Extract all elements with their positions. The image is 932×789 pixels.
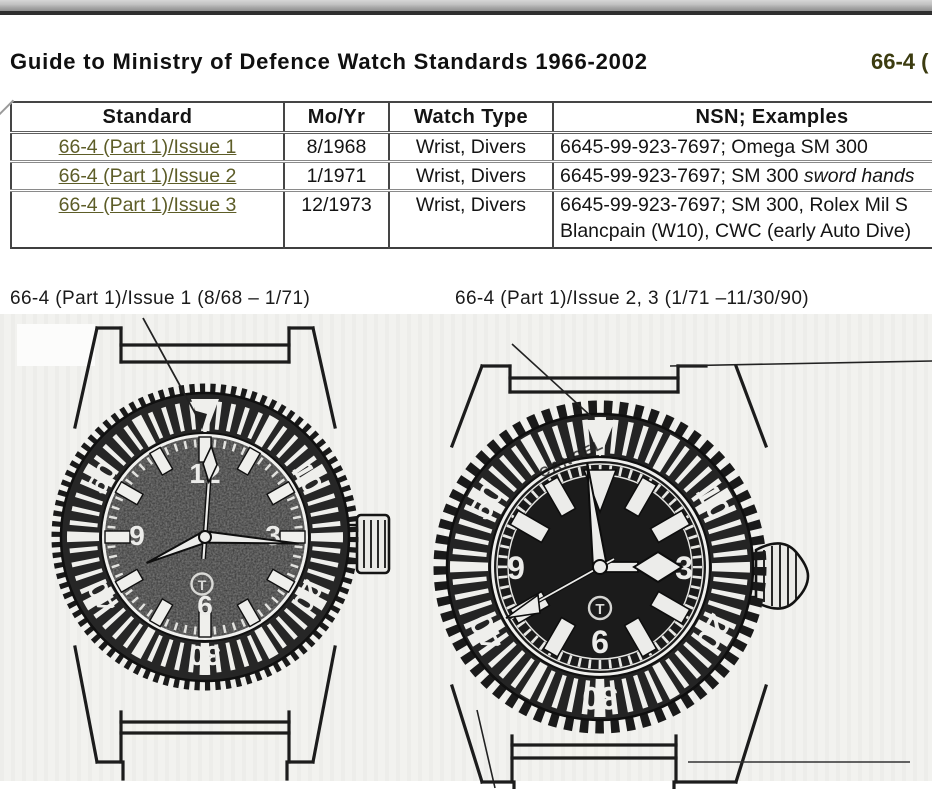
svg-text:6: 6 xyxy=(591,624,609,660)
left-watch-strap-bottom xyxy=(73,645,337,781)
nsn-cell: 6645-99-923-7697; SM 300, Rolex Mil S Bl… xyxy=(552,190,932,248)
bezel-triangle-marker xyxy=(585,420,615,458)
scan-white-patch xyxy=(17,324,95,366)
standard-link-issue1[interactable]: 66-4 (Part 1)/Issue 1 xyxy=(58,135,237,158)
window-chrome-bar xyxy=(0,0,932,15)
table-row: 66-4 (Part 1)/Issue 2 1/1971 Wrist, Dive… xyxy=(10,161,932,190)
col-header-watch-type: Watch Type xyxy=(388,102,554,132)
watch-type-cell: Wrist, Divers xyxy=(388,132,554,161)
left-watch-figure: 10 20 30 40 50 12 3 6 9 T xyxy=(17,317,391,781)
right-watch-figure: 10 20 30 40 50 3 6 9 T xyxy=(433,343,932,789)
svg-text:T: T xyxy=(198,577,207,593)
right-watch-strap-top xyxy=(449,363,769,449)
page-title: Guide to Ministry of Defence Watch Stand… xyxy=(10,49,648,74)
hands-center-cap xyxy=(592,559,608,575)
right-watch-strap-bottom xyxy=(449,683,769,789)
watch-type-cell: Wrist, Divers xyxy=(388,190,554,248)
left-watch-hands xyxy=(146,444,299,564)
nsn-cell: 6645-99-923-7697; SM 300 sword hands xyxy=(552,161,932,190)
watch-type-cell: Wrist, Divers xyxy=(388,161,554,190)
moyr-cell: 12/1973 xyxy=(283,190,390,248)
svg-text:3: 3 xyxy=(265,520,281,551)
right-figure-caption: 66-4 (Part 1)/Issue 2, 3 (1/71 –11/30/90… xyxy=(455,288,810,309)
right-watch-dial-numerals: 3 6 9 xyxy=(507,550,693,660)
svg-text:30: 30 xyxy=(582,680,618,716)
standard-link-issue2[interactable]: 66-4 (Part 1)/Issue 2 xyxy=(58,164,237,187)
page-ref-link[interactable]: 66-4 ( xyxy=(871,49,929,74)
right-watch-logo: T xyxy=(587,595,613,621)
svg-text:3: 3 xyxy=(675,550,693,586)
hour-hand xyxy=(599,550,684,584)
moyr-cell: 1/1971 xyxy=(283,161,390,190)
col-header-moyr: Mo/Yr xyxy=(283,102,390,132)
left-watch-hour-markers xyxy=(104,436,306,638)
nsn-cell: 6645-99-923-7697; Omega SM 300 xyxy=(552,132,932,161)
svg-text:T: T xyxy=(595,601,604,618)
col-header-nsn: NSN; Examples xyxy=(552,102,932,132)
hands-center-cap xyxy=(198,530,212,544)
left-watch-logo: T xyxy=(190,572,214,596)
right-figure-leader-lines xyxy=(476,343,932,789)
moyr-cell: 8/1968 xyxy=(283,132,390,161)
table-header-row: Standard Mo/Yr Watch Type NSN; Examples xyxy=(10,102,932,132)
svg-text:30: 30 xyxy=(189,640,220,671)
svg-text:9: 9 xyxy=(507,550,525,586)
table-row: 66-4 (Part 1)/Issue 1 8/1968 Wrist, Dive… xyxy=(10,132,932,161)
col-header-standard: Standard xyxy=(10,102,285,132)
standard-link-issue3[interactable]: 66-4 (Part 1)/Issue 3 xyxy=(58,193,237,216)
table-row: 66-4 (Part 1)/Issue 3 12/1973 Wrist, Div… xyxy=(10,190,932,248)
svg-text:6: 6 xyxy=(197,590,213,621)
left-watch-crown xyxy=(343,513,391,575)
left-figure-caption: 66-4 (Part 1)/Issue 1 (8/68 – 1/71) xyxy=(10,288,311,309)
right-watch-hands xyxy=(505,462,684,620)
svg-text:9: 9 xyxy=(129,520,145,551)
left-figure-leader-line xyxy=(142,317,207,430)
standards-table: Standard Mo/Yr Watch Type NSN; Examples … xyxy=(10,101,932,249)
left-watch-strap-top xyxy=(73,326,337,429)
